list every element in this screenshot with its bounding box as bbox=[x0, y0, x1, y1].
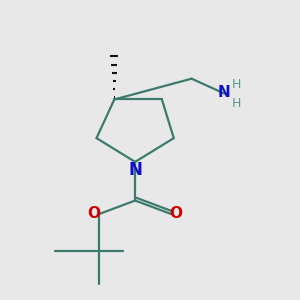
Text: O: O bbox=[87, 206, 100, 221]
Text: O: O bbox=[170, 206, 183, 221]
Text: H: H bbox=[232, 77, 242, 91]
Text: N: N bbox=[128, 161, 142, 179]
Text: H: H bbox=[232, 97, 242, 110]
Text: N: N bbox=[218, 85, 231, 100]
